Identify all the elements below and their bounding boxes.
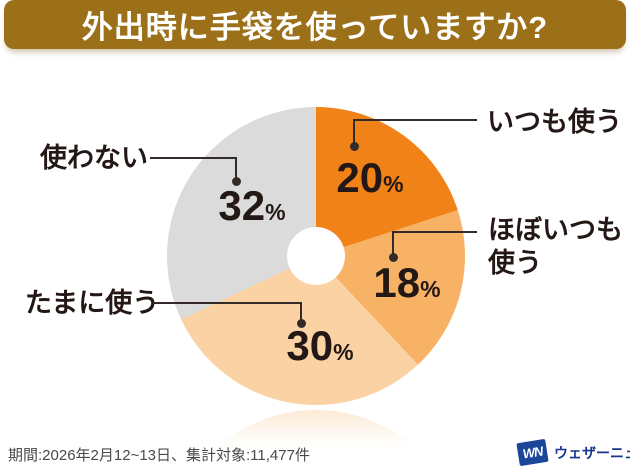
percent-sign: %	[383, 171, 404, 197]
callout-line-almost-v	[392, 231, 394, 257]
percent-value: 32	[218, 182, 266, 229]
weathernews-logo-text: ウェザーニュース	[554, 444, 630, 461]
pie-center-hole	[287, 227, 345, 285]
segment-label-sometimes: たまに使う	[25, 288, 160, 318]
percent-sign: %	[420, 276, 441, 302]
weathernews-logo-icon: WN	[516, 438, 549, 467]
percent-label-almost: 18%	[373, 262, 440, 304]
callout-dot-always	[350, 142, 359, 151]
callout-line-sometimes-h	[153, 302, 302, 304]
callout-line-never-v	[235, 157, 237, 181]
percent-label-always: 20%	[336, 157, 403, 199]
percent-value: 18	[373, 259, 421, 306]
callout-dot-almost	[389, 253, 398, 262]
callout-line-almost-h	[393, 231, 477, 233]
callout-line-never-h	[150, 157, 237, 159]
callout-line-always-h	[354, 119, 477, 121]
percent-label-sometimes: 30%	[286, 325, 353, 367]
percent-sign: %	[265, 199, 286, 225]
callout-dot-sometimes	[297, 319, 306, 328]
callout-dot-never	[232, 177, 241, 186]
segment-label-never: 使わない	[40, 143, 148, 173]
callout-line-sometimes-v	[300, 302, 302, 323]
page-title: 外出時に手袋を使っていますか?	[81, 10, 549, 45]
percent-sign: %	[333, 339, 354, 365]
segment-label-almost-line2: 使う	[488, 248, 542, 278]
weathernews-logo: WN ウェザーニュース	[516, 438, 630, 467]
segment-label-almost-line1: ほぼいつも	[488, 215, 623, 245]
title-bar: 外出時に手袋を使っていますか?	[4, 0, 626, 49]
percent-label-never: 32%	[218, 185, 285, 227]
percent-value: 30	[286, 322, 334, 369]
callout-line-always-v	[353, 119, 355, 146]
segment-label-almost: ほぼいつも 使う	[488, 214, 623, 280]
segment-label-always: いつも使う	[487, 107, 622, 137]
survey-period-caption: 期間:2026年2月12~13日、集計対象:11,477件	[8, 447, 310, 464]
percent-value: 20	[336, 154, 384, 201]
